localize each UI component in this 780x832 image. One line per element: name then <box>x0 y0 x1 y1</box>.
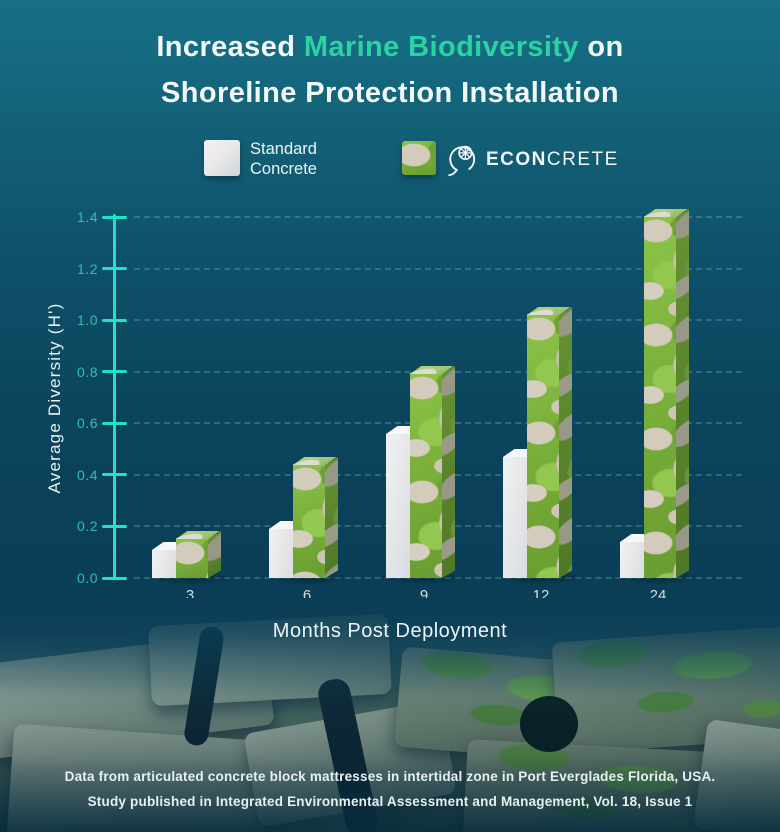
y-axis-tick <box>102 473 127 477</box>
source-note: Data from articulated concrete block mat… <box>0 764 780 814</box>
bar-econcrete-side <box>676 209 689 578</box>
bar-econcrete-front <box>293 464 325 578</box>
gridline <box>134 319 742 322</box>
bar-econcrete <box>410 366 455 578</box>
bar-econcrete-front <box>644 216 676 578</box>
legend-swatch-standard-concrete <box>204 140 240 176</box>
bar-group: 12 <box>493 307 589 604</box>
x-axis-title: Months Post Deployment <box>272 620 508 642</box>
photo-bottom-fade <box>0 598 780 832</box>
gridline <box>134 267 742 270</box>
y-axis-line <box>113 214 116 579</box>
bar-group: 6 <box>259 457 355 604</box>
bar-econcrete <box>644 209 689 578</box>
econcrete-shell-icon <box>448 145 476 177</box>
bar-econcrete-front <box>410 373 442 578</box>
y-axis-tick <box>102 215 127 219</box>
y-axis-tick <box>102 370 127 374</box>
title-line-2: Shoreline Protection Installation <box>161 77 619 109</box>
econcrete-logo: ECONCRETE <box>444 138 619 182</box>
legend: Standard Concrete ECONCRETE <box>0 138 780 182</box>
bar-econcrete-front <box>176 538 208 578</box>
bar-econcrete <box>527 307 572 578</box>
title-suffix: on <box>578 31 624 63</box>
y-axis-tick-label: 0.8 <box>77 363 98 380</box>
x-axis-tick-label: 9 <box>419 587 429 604</box>
y-axis-tick-label: 0.6 <box>77 415 98 432</box>
title-highlight: Marine Biodiversity <box>303 31 579 63</box>
legend-swatch-econcrete <box>402 141 436 175</box>
legend-label-standard-concrete: Standard Concrete <box>250 140 317 178</box>
bar-group: 24 <box>610 209 706 604</box>
bar-econcrete <box>176 531 221 578</box>
x-axis-tick-label: 6 <box>302 587 312 604</box>
y-axis-tick <box>102 524 127 528</box>
y-axis-tick-label: 1.0 <box>77 312 98 329</box>
y-axis-tick <box>102 318 127 322</box>
bar-econcrete-side <box>559 307 572 578</box>
bar-econcrete-front <box>527 314 559 578</box>
y-axis-tick-label: 0.4 <box>77 466 98 483</box>
bar-econcrete-side <box>325 457 338 578</box>
y-axis-title: Average Diversity (H') <box>45 302 64 494</box>
y-axis-tick <box>102 576 127 580</box>
page-title: Increased Marine Biodiversity on Shoreli… <box>0 24 780 116</box>
x-axis-tick-label: 3 <box>185 587 195 604</box>
title-line-1: Increased Marine Biodiversity on <box>0 24 780 70</box>
y-axis-tick <box>102 267 127 271</box>
bar-econcrete <box>293 457 338 578</box>
y-axis-tick <box>102 421 127 425</box>
y-axis-tick-label: 1.2 <box>77 260 98 277</box>
source-note-line-1: Data from articulated concrete block mat… <box>64 769 716 784</box>
y-axis-tick-label: 0.2 <box>77 518 98 535</box>
bar-group: 3 <box>142 531 238 604</box>
y-axis-tick-label: 0.0 <box>77 570 98 586</box>
bar-group: 9 <box>376 366 472 604</box>
source-note-line-2: Study published in Integrated Environmen… <box>87 794 693 809</box>
econcrete-wordmark: ECONCRETE <box>486 149 619 170</box>
gridline <box>134 216 742 218</box>
y-axis-tick-label: 1.4 <box>77 209 98 225</box>
underwater-photo <box>0 598 780 832</box>
bar-econcrete-side <box>442 366 455 578</box>
bar-chart: Average Diversity (H') 0.0 0.2 0.4 0.6 0.8 1.… <box>45 209 742 604</box>
title-prefix: Increased <box>156 31 304 63</box>
bar-econcrete-side <box>208 531 221 578</box>
